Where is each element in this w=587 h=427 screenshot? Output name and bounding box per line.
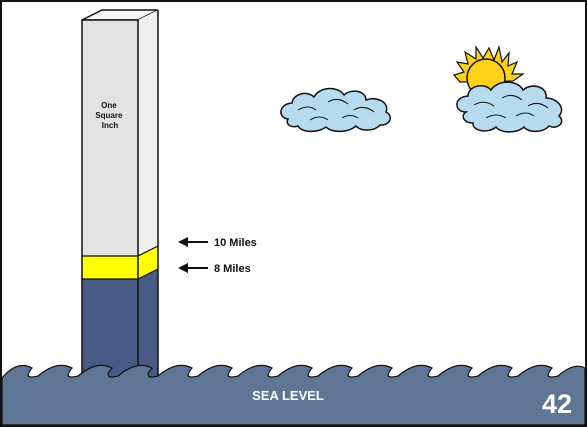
sea-level-label: SEA LEVEL	[252, 388, 324, 403]
column-front-lower	[82, 279, 138, 379]
column-label: One Square Inch	[95, 101, 124, 130]
air-column: One Square Inch	[81, 9, 159, 380]
column-side-upper	[138, 10, 158, 256]
band-divider-top-side	[137, 245, 159, 257]
cloud-left	[280, 87, 391, 133]
left-arrow-icon	[178, 263, 208, 273]
column-label-line-2: Square	[95, 111, 123, 120]
column-front-yellow-band	[82, 256, 138, 279]
column-side-yellow-band	[138, 246, 158, 279]
left-arrow-icon	[178, 237, 208, 247]
slide-number: 42	[542, 389, 572, 419]
column-label-line-1: One	[101, 101, 117, 110]
marker-8-miles: 8 Miles	[178, 263, 251, 275]
marker-label-8-miles: 8 Miles	[214, 263, 251, 275]
sea-body	[2, 364, 585, 425]
cloud-right	[456, 81, 563, 133]
column-side-lower	[138, 269, 158, 379]
band-divider-bottom-side	[137, 268, 159, 280]
marker-10-miles: 10 Miles	[178, 237, 257, 249]
column-front-upper	[82, 20, 138, 256]
column-label-line-3: Inch	[102, 121, 119, 130]
sea: SEA LEVEL 42	[2, 364, 585, 425]
marker-label-10-miles: 10 Miles	[214, 237, 257, 249]
